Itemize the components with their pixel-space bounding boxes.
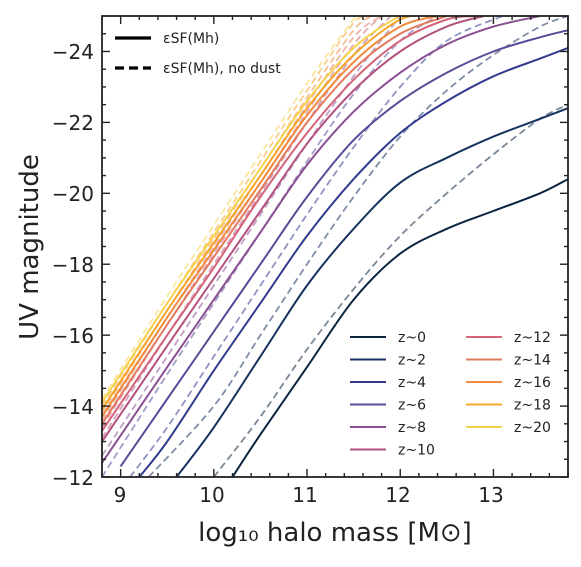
y-tick-label: −12 xyxy=(52,466,94,490)
style-legend: εSF(Mh) εSF(Mh), no dust xyxy=(115,31,281,77)
legend-dashed-label: εSF(Mh), no dust xyxy=(163,61,281,77)
y-tick-labels: −24 −22 −20 −18 −16 −14 −12 xyxy=(52,40,94,490)
series-line-nodust xyxy=(129,16,504,477)
series-line-nodust xyxy=(102,16,364,400)
y-tick-label: −16 xyxy=(52,324,94,348)
series-line xyxy=(102,16,475,432)
series-line xyxy=(119,29,568,467)
legend-label: z~18 xyxy=(514,398,551,414)
legend-solid-label: εSF(Mh) xyxy=(163,31,219,47)
dashed-lines-layer xyxy=(102,16,568,477)
series-line xyxy=(102,16,438,418)
series-line-nodust xyxy=(213,103,568,477)
solid-lines-layer xyxy=(102,16,568,477)
series-line xyxy=(138,46,568,477)
legend-label: z~8 xyxy=(398,420,426,436)
y-tick-label: −22 xyxy=(52,111,94,135)
series-line xyxy=(102,16,541,464)
legend-label: z~0 xyxy=(398,330,426,346)
x-tick-labels: 9 10 11 12 13 xyxy=(114,483,504,507)
series-line xyxy=(175,107,568,477)
series-line xyxy=(102,16,419,404)
legend-label: z~10 xyxy=(398,443,435,459)
series-line xyxy=(102,16,485,443)
legend-label: z~6 xyxy=(398,398,426,414)
x-tick-label: 9 xyxy=(114,483,127,507)
ticks-layer xyxy=(101,15,569,478)
x-tick-label: 11 xyxy=(292,483,317,507)
x-tick-label: 13 xyxy=(478,483,503,507)
legend-label: z~12 xyxy=(514,330,551,346)
plot-frame xyxy=(101,15,569,478)
legend-label: z~14 xyxy=(514,353,551,369)
y-axis-label: UV magnitude xyxy=(15,154,45,340)
legend-label: z~20 xyxy=(514,420,551,436)
x-axis-label: log₁₀ halo mass [M⊙] xyxy=(198,518,472,548)
legend-label: z~16 xyxy=(514,375,551,391)
y-tick-label: −24 xyxy=(52,40,94,64)
y-tick-label: −18 xyxy=(52,253,94,277)
y-tick-label: −20 xyxy=(52,182,94,206)
series-line-nodust xyxy=(102,16,401,457)
series-line xyxy=(231,178,568,477)
legend-label: z~2 xyxy=(398,353,426,369)
x-tick-label: 10 xyxy=(199,483,224,507)
series-line-nodust xyxy=(102,16,438,477)
legend-label: z~4 xyxy=(398,375,426,391)
series-line-nodust xyxy=(102,16,392,439)
x-tick-label: 12 xyxy=(385,483,410,507)
redshift-legend: z~0 z~2 z~4 z~6 z~8 z~10 z~12 z~14 z~16 z~18 z~20 xyxy=(350,330,551,459)
y-tick-label: −14 xyxy=(52,395,94,419)
series-line xyxy=(102,16,448,425)
series-line xyxy=(102,16,429,411)
